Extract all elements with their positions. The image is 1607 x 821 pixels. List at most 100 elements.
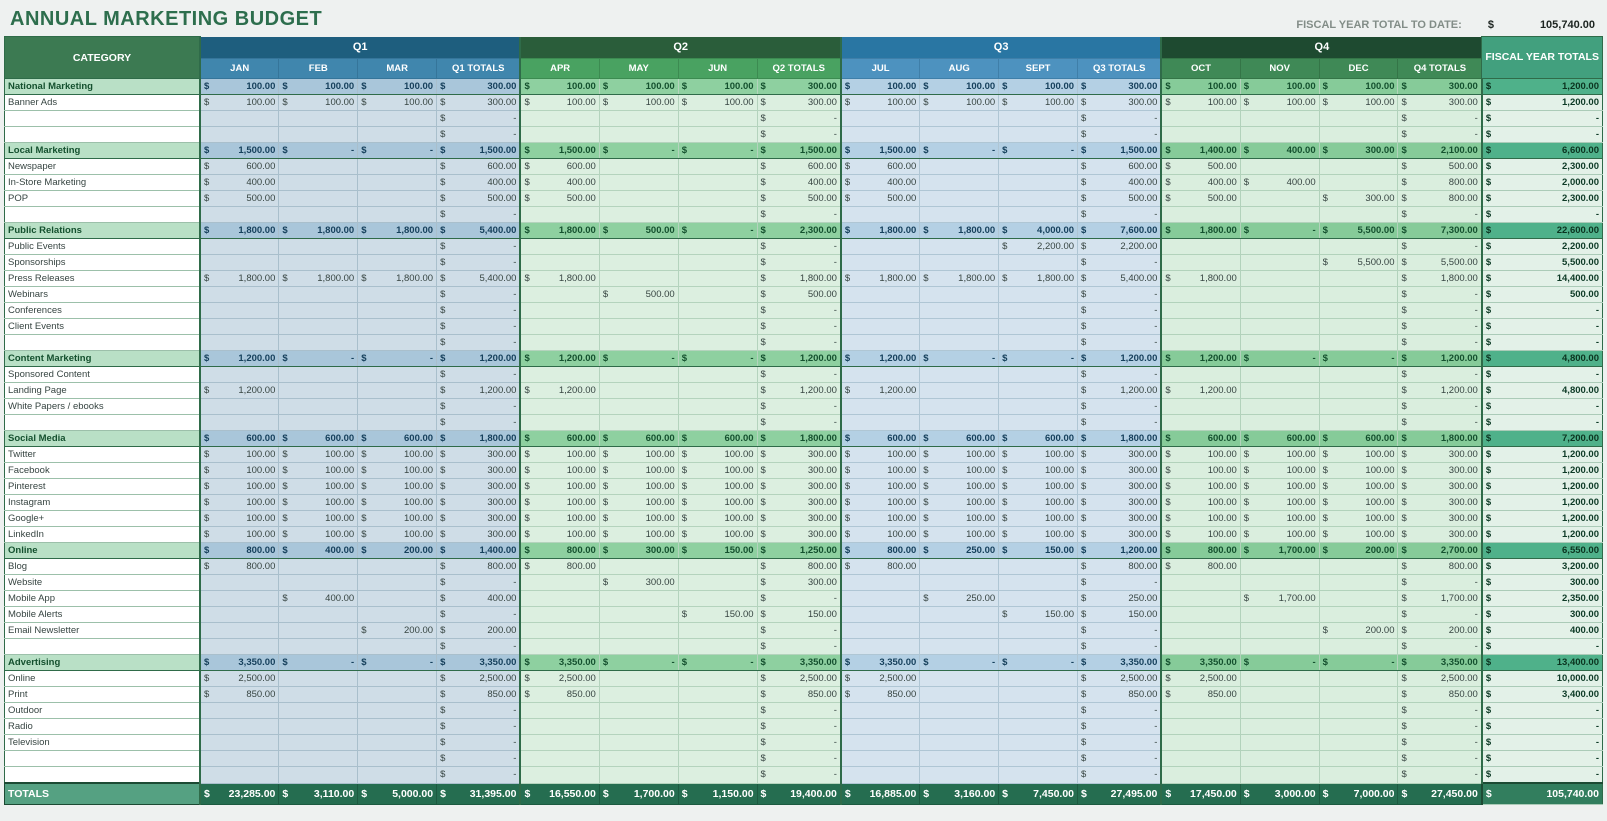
month-cell[interactable] xyxy=(1239,190,1320,207)
month-cell[interactable] xyxy=(519,398,600,415)
month-cell[interactable]: $600.00 xyxy=(839,158,921,175)
quarter-total-cell[interactable]: $1,200.00 xyxy=(1077,542,1162,559)
month-cell[interactable] xyxy=(519,302,600,319)
month-cell[interactable] xyxy=(198,414,280,431)
quarter-total-cell[interactable]: $300.00 xyxy=(756,494,842,511)
month-cell[interactable] xyxy=(1318,670,1399,687)
month-cell[interactable] xyxy=(1239,158,1320,175)
month-header-oct[interactable]: OCT xyxy=(1160,58,1241,79)
month-cell[interactable] xyxy=(1318,270,1399,287)
month-cell[interactable] xyxy=(1239,606,1320,623)
quarter-total-cell[interactable]: $500.00 xyxy=(756,286,842,303)
row-label-cell[interactable] xyxy=(3,110,201,127)
row-label-cell[interactable]: Local Marketing xyxy=(3,142,201,159)
month-cell[interactable]: $1,200.00 xyxy=(839,350,921,367)
quarter-total-cell[interactable]: $19,400.00 xyxy=(756,782,842,805)
quarter-total-cell[interactable]: $31,395.00 xyxy=(436,782,521,805)
month-cell[interactable] xyxy=(357,110,438,127)
month-cell[interactable]: $100.00 xyxy=(919,526,1000,543)
row-label-cell[interactable]: Social Media xyxy=(3,430,201,447)
quarter-total-cell[interactable]: $ - xyxy=(436,334,521,351)
month-cell[interactable] xyxy=(1239,110,1320,127)
month-cell[interactable]: $ - xyxy=(998,654,1079,671)
month-cell[interactable] xyxy=(519,734,600,751)
quarter-total-cell[interactable]: $1,800.00 xyxy=(756,430,842,447)
month-cell[interactable] xyxy=(1318,638,1399,655)
month-cell[interactable] xyxy=(357,158,438,175)
month-cell[interactable] xyxy=(278,686,359,703)
month-cell[interactable]: $1,500.00 xyxy=(198,142,280,159)
quarter-total-cell[interactable]: $300.00 xyxy=(1077,446,1162,463)
month-cell[interactable] xyxy=(998,622,1079,639)
month-cell[interactable] xyxy=(598,558,679,575)
month-cell[interactable]: $100.00 xyxy=(519,446,600,463)
quarter-total-cell[interactable]: $ - xyxy=(1397,206,1483,223)
month-cell[interactable] xyxy=(1318,174,1399,191)
month-cell[interactable] xyxy=(677,270,758,287)
month-cell[interactable] xyxy=(1239,270,1320,287)
month-cell[interactable] xyxy=(998,158,1079,175)
month-cell[interactable]: $100.00 xyxy=(198,526,280,543)
month-header-mar[interactable]: MAR xyxy=(357,58,438,79)
quarter-total-cell[interactable]: $300.00 xyxy=(436,462,521,479)
month-cell[interactable]: $100.00 xyxy=(198,94,280,111)
quarter-total-cell[interactable]: $ - xyxy=(1397,126,1483,143)
month-cell[interactable] xyxy=(839,318,921,335)
quarter-total-cell[interactable]: $ - xyxy=(756,334,842,351)
month-cell[interactable] xyxy=(677,206,758,223)
quarter-total-cell[interactable]: $250.00 xyxy=(1077,590,1162,607)
month-cell[interactable] xyxy=(1239,766,1320,784)
row-label-cell[interactable]: Outdoor xyxy=(3,702,201,719)
quarter-total-cell[interactable]: $1,200.00 xyxy=(1397,350,1483,367)
month-cell[interactable]: $ - xyxy=(278,142,359,159)
month-cell[interactable]: $100.00 xyxy=(357,478,438,495)
row-label-cell[interactable]: Banner Ads xyxy=(3,94,201,111)
quarter-total-cell[interactable]: $1,200.00 xyxy=(436,350,521,367)
quarter-total-cell[interactable]: $ - xyxy=(1397,702,1483,719)
fiscal-total-cell[interactable]: $105,740.00 xyxy=(1480,782,1603,805)
month-cell[interactable]: $300.00 xyxy=(598,574,679,591)
quarter-total-cell[interactable]: $ - xyxy=(1077,254,1162,271)
month-cell[interactable]: $500.00 xyxy=(1160,190,1241,207)
month-cell[interactable] xyxy=(919,766,1000,784)
month-cell[interactable] xyxy=(839,590,921,607)
month-header-feb[interactable]: FEB xyxy=(278,58,359,79)
row-label-cell[interactable]: Webinars xyxy=(3,286,201,303)
month-cell[interactable] xyxy=(919,158,1000,175)
month-cell[interactable]: $1,800.00 xyxy=(1160,270,1241,287)
quarter-total-cell[interactable]: $ - xyxy=(1397,734,1483,751)
month-cell[interactable] xyxy=(998,670,1079,687)
quarter-total-cell[interactable]: $ - xyxy=(1077,286,1162,303)
month-cell[interactable] xyxy=(998,398,1079,415)
quarter-total-cell[interactable]: $ - xyxy=(1077,334,1162,351)
quarter-total-cell[interactable]: $ - xyxy=(756,766,842,784)
quarter-total-cell[interactable]: $1,800.00 xyxy=(1397,270,1483,287)
month-cell[interactable]: $100.00 xyxy=(519,94,600,111)
month-cell[interactable] xyxy=(998,750,1079,767)
quarter-total-cell[interactable]: $ - xyxy=(1077,302,1162,319)
quarter-total-cell[interactable]: $ - xyxy=(756,734,842,751)
month-cell[interactable] xyxy=(198,286,280,303)
month-cell[interactable] xyxy=(598,606,679,623)
month-cell[interactable] xyxy=(677,558,758,575)
month-cell[interactable] xyxy=(1239,622,1320,639)
quarter-total-cell[interactable]: $300.00 xyxy=(436,510,521,527)
quarter-total-cell[interactable]: $1,200.00 xyxy=(756,350,842,367)
month-cell[interactable]: $ - xyxy=(357,654,438,671)
month-cell[interactable]: $7,000.00 xyxy=(1318,782,1399,805)
month-cell[interactable] xyxy=(598,270,679,287)
row-label-cell[interactable] xyxy=(3,126,201,143)
month-cell[interactable]: $800.00 xyxy=(198,542,280,559)
fiscal-total-cell[interactable]: $4,800.00 xyxy=(1480,350,1603,367)
fiscal-total-cell[interactable]: $1,200.00 xyxy=(1480,78,1603,95)
month-cell[interactable]: $600.00 xyxy=(598,430,679,447)
month-cell[interactable]: $850.00 xyxy=(1160,686,1241,703)
fiscal-total-cell[interactable]: $ - xyxy=(1480,718,1603,735)
month-cell[interactable] xyxy=(1318,398,1399,415)
month-cell[interactable]: $800.00 xyxy=(839,542,921,559)
fiscal-total-cell[interactable]: $ - xyxy=(1480,766,1603,784)
quarter-total-cell[interactable]: $ - xyxy=(1397,302,1483,319)
quarter-total-cell[interactable]: $150.00 xyxy=(1077,606,1162,623)
month-cell[interactable] xyxy=(1239,206,1320,223)
month-cell[interactable]: $600.00 xyxy=(1160,430,1241,447)
